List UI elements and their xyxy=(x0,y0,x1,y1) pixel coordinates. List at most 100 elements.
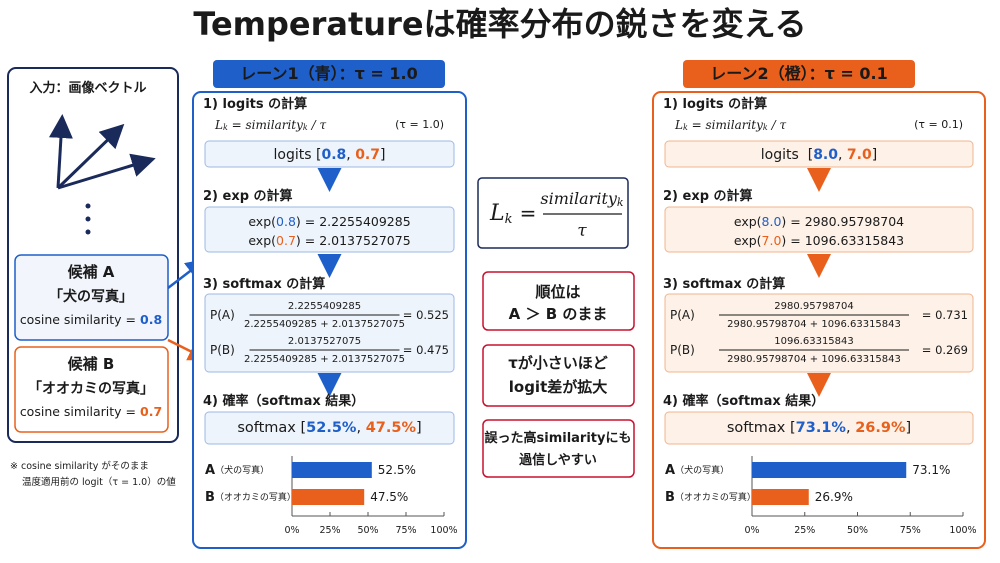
message: A ＞ B のまま xyxy=(509,305,608,323)
prob-result-part: = 0.475 xyxy=(403,343,449,357)
step-heading-part: 1) logits の計算 xyxy=(663,96,767,112)
category-label-part: A xyxy=(205,463,215,478)
candidate-name-part: 候補 B xyxy=(68,355,115,373)
exp-row-part: ) = 2.2255409285 xyxy=(296,214,411,229)
x-tick-label-part: 100% xyxy=(430,525,457,536)
x-tick-label: 75% xyxy=(395,525,416,536)
message: 誤った高similarityにも xyxy=(485,430,632,446)
step-box xyxy=(204,140,455,168)
message-part: 過信しやすい xyxy=(518,452,597,468)
message-part: 誤った高similarityにも xyxy=(485,430,632,446)
softmax-result-part: 73.1% xyxy=(796,420,847,436)
tau-note-part: (τ = 1.0) xyxy=(395,118,444,131)
message-box xyxy=(482,419,635,478)
step-heading-part: 1) logits の計算 xyxy=(203,96,307,112)
logits-part: logits [ xyxy=(274,147,322,163)
step-heading: 3) softmax の計算 xyxy=(663,276,785,292)
step-heading: 2) exp の計算 xyxy=(203,188,293,204)
prob-result-part: = 0.731 xyxy=(922,308,968,322)
step-box xyxy=(664,411,974,445)
step-box xyxy=(204,411,455,445)
category-label: A（犬の写真） xyxy=(205,463,269,478)
message-box xyxy=(482,344,635,407)
step-box xyxy=(664,140,974,168)
prob-numerator-part: 1096.63315843 xyxy=(774,336,854,347)
prob-label: P(A) xyxy=(210,308,235,322)
x-tick-label: 100% xyxy=(949,525,976,536)
candidate-metric-part: cosine similarity = xyxy=(20,404,140,419)
category-label: B（オオカミの写真） xyxy=(665,490,756,505)
lane-formula-part: / τ xyxy=(768,118,787,132)
lane-formula-part: k xyxy=(763,123,768,132)
prob-denominator-part: 2980.95798704 + 1096.63315843 xyxy=(727,354,901,365)
step-heading-part: 4) 確率（softmax 結果） xyxy=(203,393,364,409)
lane-formula-part: L xyxy=(214,118,223,132)
message: 過信しやすい xyxy=(518,452,597,468)
prob-result-part: = 0.269 xyxy=(922,343,968,357)
value-label-part: 52.5% xyxy=(378,463,416,477)
logits-part: logits [ xyxy=(761,147,813,163)
prob-label: P(B) xyxy=(670,343,695,357)
bar xyxy=(292,462,372,478)
softmax-result-part: softmax [ xyxy=(727,420,796,436)
x-tick-label: 50% xyxy=(357,525,378,536)
message: 順位は xyxy=(534,283,580,301)
formula-part: k xyxy=(505,212,513,227)
prob-numerator: 2980.95798704 xyxy=(774,301,854,312)
category-label-part: （犬の写真） xyxy=(675,464,729,476)
value-label: 47.5% xyxy=(370,490,408,504)
prob-label-part: P(A) xyxy=(210,308,235,322)
logits: logits [8.0, 7.0] xyxy=(761,147,877,163)
x-tick-label: 0% xyxy=(744,525,759,536)
formula-part: = xyxy=(520,201,537,225)
lane-formula-part: = similarity xyxy=(688,118,763,132)
candidate-metric: cosine similarity = 0.7 xyxy=(20,404,162,419)
title: Temperatureは確率分布の鋭さを変える xyxy=(193,5,806,43)
tau-note: (τ = 1.0) xyxy=(395,118,444,131)
lane-formula-part: k xyxy=(683,123,688,132)
candidate-caption: 「犬の写真」 xyxy=(49,288,133,305)
candidate-b-box xyxy=(14,346,169,433)
step-box xyxy=(664,293,974,373)
exp-row-part: ) = 2.0137527075 xyxy=(296,233,411,248)
lane-header-box xyxy=(683,60,915,88)
prob-numerator-part: 2980.95798704 xyxy=(774,301,854,312)
category-label-part: B xyxy=(205,490,215,505)
candidate-name: 候補 B xyxy=(68,355,115,373)
step-heading-part: 2) exp の計算 xyxy=(663,188,753,204)
message-part: A ＞ B のまま xyxy=(509,305,608,323)
softmax-result-part: 52.5% xyxy=(306,420,357,436)
x-tick-label-part: 25% xyxy=(319,525,340,536)
lane-header-part: レーン1（青）：τ = 1.0 xyxy=(240,64,417,83)
formula: similarityk xyxy=(540,189,624,210)
value-label: 73.1% xyxy=(912,463,950,477)
formula-part: similarity xyxy=(540,189,617,208)
prob-denominator: 2.2255409285 + 2.0137527075 xyxy=(244,354,405,365)
x-tick-label-part: 50% xyxy=(357,525,378,536)
exp-row-part: exp( xyxy=(248,233,276,248)
formula-part: τ xyxy=(577,221,587,241)
dots xyxy=(85,203,91,235)
note-part: ※ cosine similarity がそのまま xyxy=(10,460,149,472)
formula-part: L xyxy=(489,201,505,226)
step-box xyxy=(204,206,455,253)
formula-part: k xyxy=(617,196,624,209)
prob-denominator: 2980.95798704 + 1096.63315843 xyxy=(727,354,901,365)
step-heading: 2) exp の計算 xyxy=(663,188,753,204)
logits-part: ] xyxy=(872,147,877,163)
softmax-result-part: , xyxy=(356,420,365,436)
value-label-part: 47.5% xyxy=(370,490,408,504)
lane-header: レーン2（橙）：τ = 0.1 xyxy=(710,64,887,83)
candidate-metric: cosine similarity = 0.8 xyxy=(20,312,162,327)
lane-header: レーン1（青）：τ = 1.0 xyxy=(240,64,417,83)
prob-result: = 0.731 xyxy=(922,308,968,322)
candidate-a-box xyxy=(14,254,169,341)
message-part: logit差が拡大 xyxy=(509,378,608,396)
step-heading-part: 3) softmax の計算 xyxy=(663,276,785,292)
lane-header-box xyxy=(213,60,445,88)
x-tick-label: 25% xyxy=(794,525,815,536)
prob-label-part: P(B) xyxy=(670,343,695,357)
x-tick-label-part: 50% xyxy=(847,525,868,536)
value-label: 52.5% xyxy=(378,463,416,477)
